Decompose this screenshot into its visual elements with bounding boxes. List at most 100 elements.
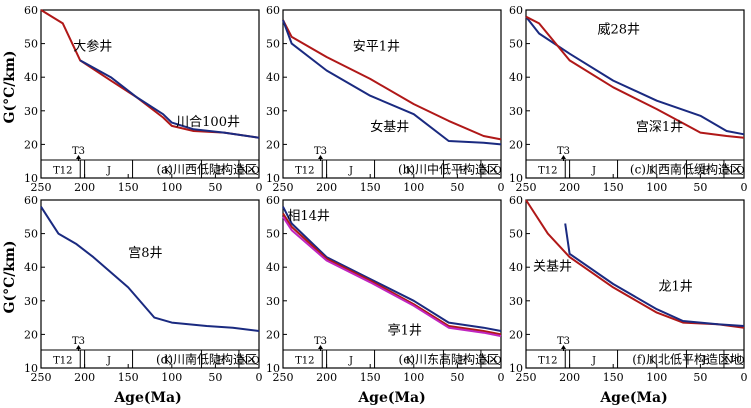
period-label: T12 (538, 356, 557, 367)
y-tick-label: 20 (24, 328, 38, 341)
y-tick-label: 50 (266, 38, 280, 51)
x-tick-label: 0 (498, 371, 505, 384)
period-label: K (406, 356, 414, 367)
period-label: T12 (53, 356, 72, 367)
y-tick-label: 40 (266, 71, 280, 84)
x-tick-label: 200 (74, 181, 95, 194)
marker-arrowhead (560, 155, 566, 159)
well-label: 威28井 (598, 23, 641, 38)
period-label: E (459, 166, 466, 177)
panel-2: T12 J K E N-Q T3 10 20 30 40 50 60 250 200 150 100 50 0 安平… (266, 4, 505, 194)
period-label: T12 (295, 356, 314, 367)
x-tick-label: 0 (741, 181, 748, 194)
x-tick-label: 100 (403, 181, 424, 194)
x-tick-label: 250 (273, 181, 294, 194)
y-axis-label-top: G(°C/km) (2, 51, 18, 124)
well-label: 川合100井 (176, 115, 240, 130)
period-label: N-Q (724, 166, 744, 177)
x-tick-label: 0 (741, 371, 748, 384)
region-label: (f)川北低平构造区地 (632, 352, 742, 367)
period-label: K (649, 356, 657, 367)
region-label: (b)川中低平构造区 (398, 162, 499, 177)
series-line-威28井 (525, 16, 745, 136)
y-tick-label: 50 (509, 228, 523, 241)
y-tick-label: 30 (509, 295, 523, 308)
x-tick-label: 100 (403, 371, 424, 384)
well-label: 宫深1井 (636, 120, 683, 135)
y-tick-label: 30 (509, 105, 523, 118)
region-label: (e)川东高陡构造区 (399, 352, 499, 367)
x-tick-label: 200 (559, 181, 580, 194)
period-label: E (702, 166, 709, 177)
y-axis-label-bottom: G(°C/km) (2, 241, 18, 314)
series-line-series-3 (282, 216, 502, 338)
panel-5: T12 J K E N-Q T3 10 20 30 40 50 60 250 200 150 100 50 0 相1… (266, 194, 505, 384)
well-label: 相14井 (287, 209, 330, 224)
x-tick-label: 200 (316, 371, 337, 384)
x-tick-label: 0 (256, 181, 263, 194)
plot-frame (282, 9, 502, 179)
region-label: (d)川南低陡构造区 (156, 352, 257, 367)
series-line-龙1井 (564, 223, 745, 327)
y-tick-label: 40 (509, 71, 523, 84)
y-tick-label: 50 (509, 38, 523, 51)
well-label: 龙1井 (659, 280, 693, 295)
y-tick-label: 30 (24, 295, 38, 308)
well-label: 宫8井 (128, 246, 162, 261)
well-label: 关基井 (533, 260, 572, 275)
y-tick-label: 50 (24, 228, 38, 241)
x-tick-label: 200 (559, 371, 580, 384)
y-tick-label: 60 (509, 4, 523, 17)
period-label: N-Q (239, 166, 259, 177)
y-tick-label: 30 (24, 105, 38, 118)
panel-1: T12 J K E N-Q T3 10 20 30 40 50 60 250 200 150 100 50 0 大参… (24, 4, 263, 194)
series-line-川合100井 (79, 59, 260, 139)
period-label: J (348, 356, 353, 367)
region-label: (c)川西南低缓构造区 (630, 162, 742, 177)
y-tick-label: 30 (266, 295, 280, 308)
y-tick-label: 40 (24, 261, 38, 274)
y-tick-label: 60 (266, 4, 280, 17)
marker-arrowhead (317, 345, 323, 349)
marker-label: T3 (72, 336, 85, 347)
x-tick-label: 250 (31, 181, 52, 194)
y-tick-label: 50 (24, 38, 38, 51)
x-tick-label: 50 (208, 181, 222, 194)
y-tick-label: 10 (509, 172, 523, 185)
well-label: 大参井 (73, 38, 112, 54)
period-label: J (591, 356, 596, 367)
y-tick-label: 40 (509, 261, 523, 274)
x-tick-label: 250 (31, 371, 52, 384)
y-tick-label: 10 (509, 362, 523, 375)
y-tick-label: 40 (266, 261, 280, 274)
x-tick-label: 150 (603, 181, 624, 194)
period-label: J (591, 166, 596, 177)
x-tick-label: 200 (316, 181, 337, 194)
period-label: T12 (295, 166, 314, 177)
y-tick-label: 20 (266, 138, 280, 151)
series-line-亭1井 (282, 212, 502, 336)
period-label: K (406, 166, 414, 177)
y-tick-label: 20 (509, 328, 523, 341)
x-axis-label-right: Age(Ma) (599, 390, 667, 406)
marker-arrowhead (317, 155, 323, 159)
y-tick-label: 20 (24, 138, 38, 151)
series-line-女基井 (282, 19, 502, 146)
x-tick-label: 150 (118, 181, 139, 194)
y-tick-label: 20 (509, 138, 523, 151)
panel-4: T12 J K E N-Q T3 10 20 30 40 50 60 250 200 150 100 50 0 宫8… (24, 194, 263, 384)
x-tick-label: 200 (74, 371, 95, 384)
plot-frame (40, 199, 260, 369)
period-label: J (106, 166, 111, 177)
marker-label: T3 (72, 146, 85, 157)
region-label: (a)川西低陡构造区 (156, 162, 257, 177)
y-tick-label: 60 (24, 4, 38, 17)
panel-3: T12 J K E N-Q T3 10 20 30 40 50 60 250 200 150 100 50 0 威2… (509, 4, 748, 194)
plot-frame (525, 9, 745, 179)
marker-label: T3 (314, 336, 327, 347)
period-label: E (217, 356, 224, 367)
period-label: J (348, 166, 353, 177)
marker-arrowhead (75, 345, 81, 349)
